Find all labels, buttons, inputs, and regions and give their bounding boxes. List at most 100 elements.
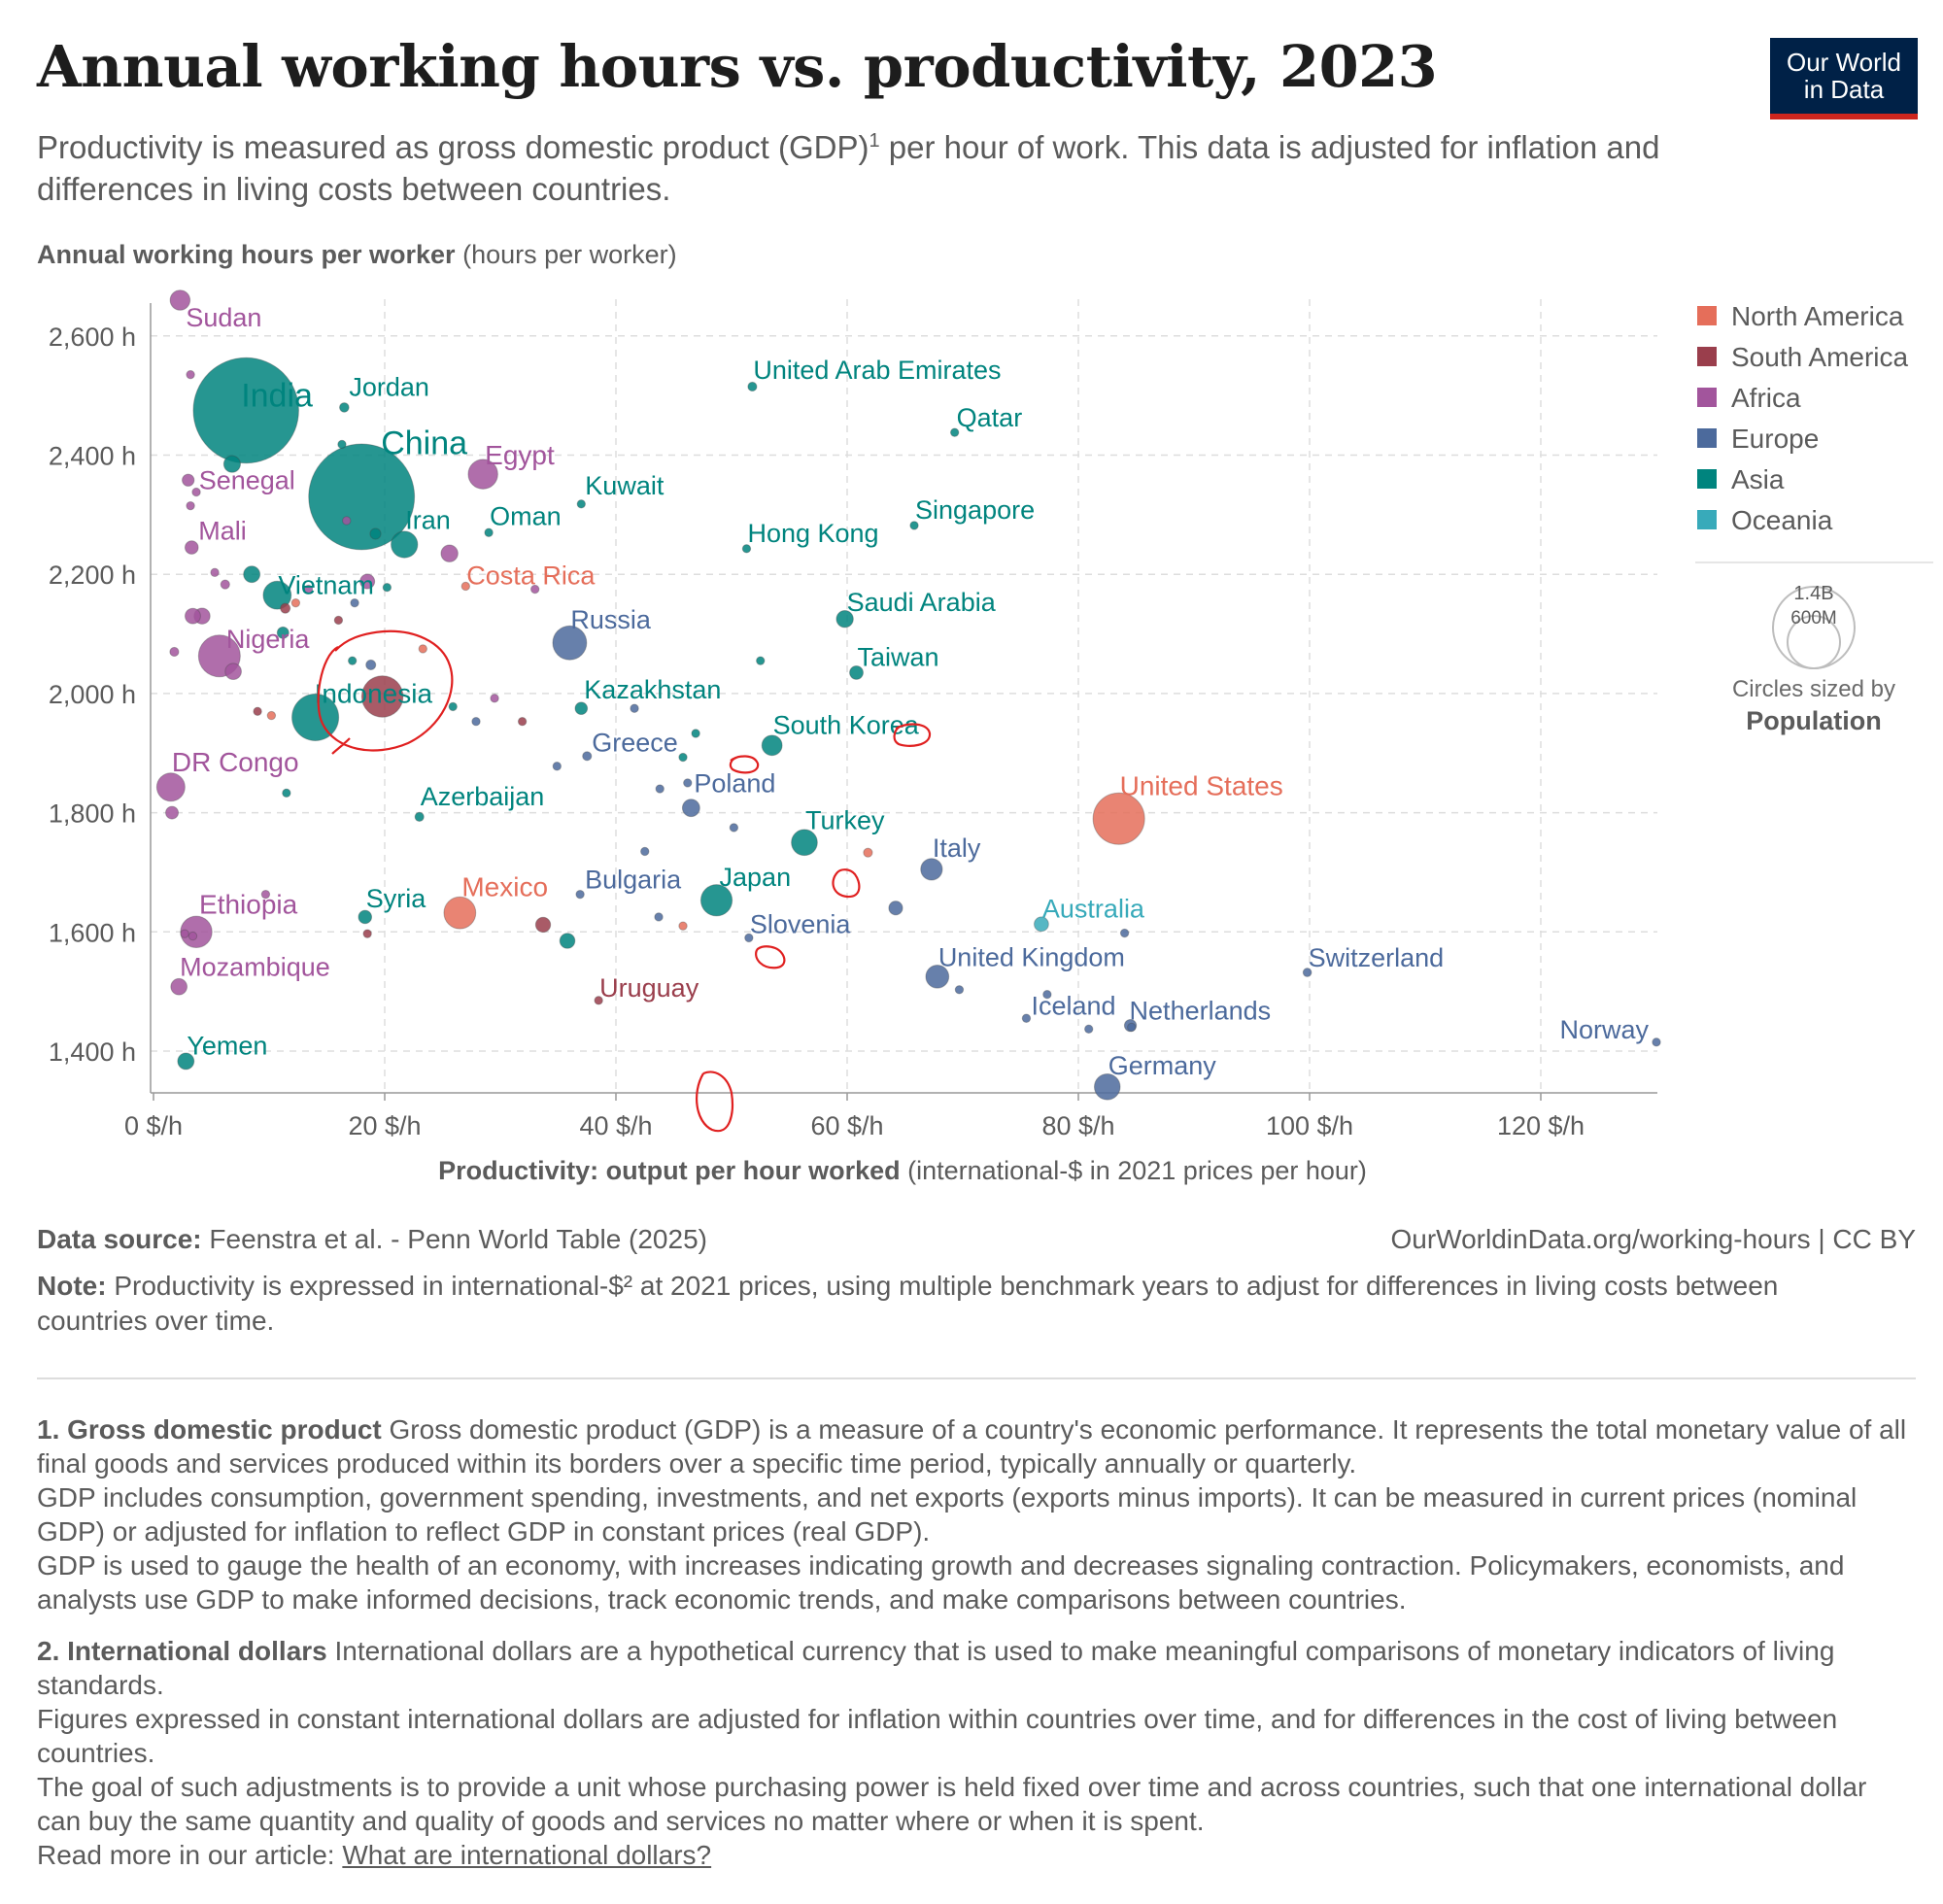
point-unlabeled[interactable] (342, 516, 352, 526)
point-greece[interactable] (582, 751, 593, 762)
data-source-text[interactable]: Feenstra et al. - Penn World Table (2025… (201, 1224, 707, 1254)
point-uruguay[interactable] (594, 996, 603, 1005)
point-unlabeled[interactable] (243, 565, 261, 584)
point-iran[interactable] (391, 530, 419, 559)
point-unlabeled[interactable] (222, 455, 241, 473)
point-unlabeled[interactable] (220, 579, 230, 590)
point-unlabeled[interactable] (369, 527, 382, 540)
point-unlabeled[interactable] (266, 710, 277, 721)
point-united-kingdom[interactable] (925, 964, 950, 989)
legend-label-oceania[interactable]: Oceania (1731, 505, 1833, 535)
point-unlabeled[interactable] (210, 567, 220, 578)
point-norway[interactable] (1652, 1037, 1661, 1047)
point-unlabeled[interactable] (418, 644, 427, 654)
point-switzerland[interactable] (1302, 968, 1312, 977)
point-poland[interactable] (681, 799, 700, 818)
point-unlabeled[interactable] (1127, 1022, 1137, 1033)
owid-logo[interactable]: Our World in Data (1770, 38, 1918, 119)
point-senegal[interactable] (182, 473, 195, 487)
point-unlabeled[interactable] (276, 626, 290, 639)
point-unlabeled[interactable] (280, 602, 291, 614)
point-unlabeled[interactable] (954, 985, 965, 995)
point-unlabeled[interactable] (165, 805, 180, 820)
point-unlabeled[interactable] (756, 656, 766, 665)
point-unlabeled[interactable] (888, 901, 903, 916)
point-unlabeled[interactable] (640, 846, 650, 857)
international-dollars-link[interactable]: What are international dollars? (342, 1840, 712, 1870)
point-unlabeled[interactable] (191, 487, 201, 497)
point-unlabeled[interactable] (655, 784, 665, 794)
legend-label-north-america[interactable]: North America (1731, 301, 1904, 331)
point-unlabeled[interactable] (490, 694, 499, 703)
point-japan[interactable] (699, 884, 733, 917)
point-dr-congo[interactable] (155, 772, 186, 802)
point-unlabeled[interactable] (282, 788, 291, 799)
point-unlabeled[interactable] (185, 607, 201, 625)
point-kuwait[interactable] (576, 499, 586, 509)
point-mexico[interactable] (443, 896, 477, 930)
point-bulgaria[interactable] (575, 889, 585, 900)
point-unlabeled[interactable] (559, 933, 576, 949)
point-unlabeled[interactable] (534, 916, 552, 934)
point-azerbaijan[interactable] (414, 811, 425, 822)
point-unlabeled[interactable] (471, 717, 481, 727)
legend-swatch-europe[interactable] (1697, 428, 1717, 448)
point-germany[interactable] (1093, 1073, 1121, 1101)
point-unlabeled[interactable] (360, 675, 404, 718)
point-unlabeled[interactable] (187, 931, 198, 941)
point-unlabeled[interactable] (186, 500, 195, 511)
point-unlabeled[interactable] (440, 544, 459, 562)
point-russia[interactable] (552, 625, 588, 661)
point-vietnam[interactable] (262, 580, 292, 610)
point-unlabeled[interactable] (1042, 990, 1052, 1000)
point-kazakhstan[interactable] (574, 701, 589, 716)
point-qatar[interactable] (949, 427, 960, 437)
point-unlabeled[interactable] (683, 778, 693, 788)
point-ethiopia[interactable] (180, 915, 213, 949)
point-unlabeled[interactable] (359, 573, 376, 590)
legend-label-africa[interactable]: Africa (1731, 383, 1801, 413)
point-unlabeled[interactable] (678, 921, 688, 931)
point-unlabeled[interactable] (224, 663, 242, 681)
footnote-ref-1[interactable]: 1 (869, 130, 880, 152)
point-unlabeled[interactable] (337, 439, 347, 450)
point-unlabeled[interactable] (448, 701, 458, 712)
source-url[interactable]: OurWorldinData.org/working-hours | CC BY (1390, 1224, 1916, 1254)
point-unlabeled[interactable] (365, 659, 377, 670)
point-unlabeled[interactable] (654, 912, 664, 922)
point-mali[interactable] (184, 540, 199, 555)
point-jordan[interactable] (339, 402, 350, 413)
point-unlabeled[interactable] (552, 762, 562, 771)
point-syria[interactable] (358, 909, 373, 925)
point-unlabeled[interactable] (333, 615, 344, 626)
point-iceland[interactable] (1021, 1013, 1032, 1023)
point-unlabeled[interactable] (260, 889, 271, 900)
legend-label-asia[interactable]: Asia (1731, 464, 1785, 494)
point-unlabeled[interactable] (691, 729, 700, 738)
legend-swatch-oceania[interactable] (1697, 510, 1717, 529)
legend-label-europe[interactable]: Europe (1731, 424, 1819, 454)
point-australia[interactable] (1034, 916, 1049, 933)
point-unlabeled[interactable] (630, 703, 639, 713)
point-unlabeled[interactable] (362, 929, 372, 938)
legend-swatch-asia[interactable] (1697, 469, 1717, 489)
legend-swatch-south-america[interactable] (1697, 347, 1717, 366)
point-mozambique[interactable] (170, 977, 188, 996)
point-saudi-arabia[interactable] (835, 610, 854, 629)
point-hong-kong[interactable] (741, 544, 752, 554)
point-unlabeled[interactable] (517, 717, 528, 727)
point-oman[interactable] (484, 527, 494, 537)
point-unlabeled[interactable] (382, 582, 392, 593)
point-turkey[interactable] (791, 829, 818, 857)
point-egypt[interactable] (467, 459, 498, 490)
point-unlabeled[interactable] (530, 584, 540, 595)
point-unlabeled[interactable] (863, 847, 873, 858)
point-india[interactable] (192, 357, 299, 464)
point-yemen[interactable] (177, 1052, 195, 1071)
point-unlabeled[interactable] (350, 597, 359, 608)
point-unlabeled[interactable] (729, 823, 739, 833)
point-singapore[interactable] (909, 521, 919, 530)
point-unlabeled[interactable] (1084, 1024, 1094, 1035)
legend-swatch-north-america[interactable] (1697, 306, 1717, 325)
point-costa-rica[interactable] (460, 581, 470, 592)
